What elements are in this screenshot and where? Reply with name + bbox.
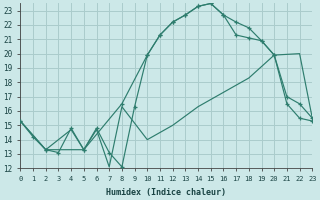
X-axis label: Humidex (Indice chaleur): Humidex (Indice chaleur) [106, 188, 226, 197]
